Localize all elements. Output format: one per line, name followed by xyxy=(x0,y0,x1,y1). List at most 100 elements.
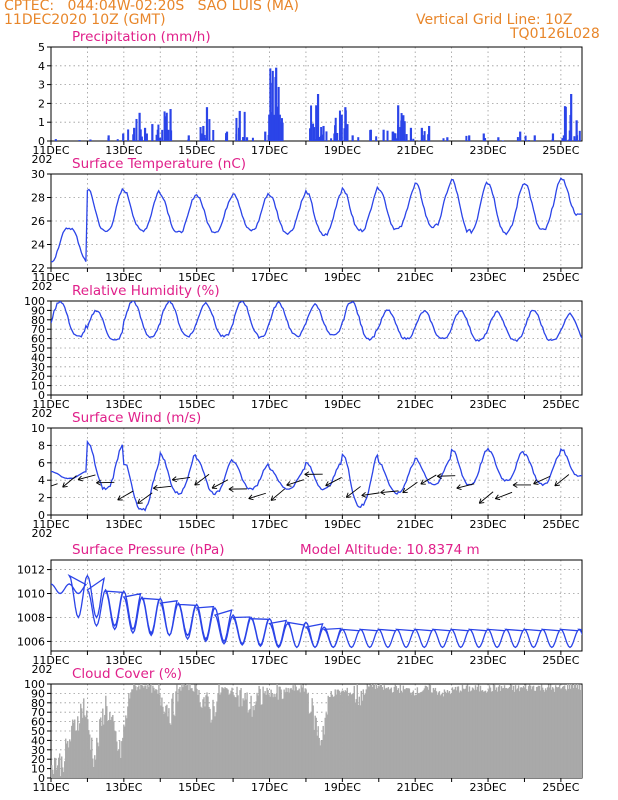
header-grid-line: Vertical Grid Line: 10Z xyxy=(416,12,573,28)
cloud-bar xyxy=(254,704,256,778)
cloud-bar xyxy=(573,684,576,778)
cloud-bar xyxy=(222,687,224,778)
cloud-bar xyxy=(310,711,312,778)
cloud-bar xyxy=(158,684,160,778)
cloud-bar xyxy=(297,690,299,778)
cloud-bar xyxy=(270,689,272,778)
cloud-bar xyxy=(435,691,438,778)
cloud-bar xyxy=(501,688,504,778)
cloud-bar xyxy=(515,689,518,778)
y-tick-label: 20 xyxy=(31,370,45,383)
cloud-bar xyxy=(450,692,453,778)
precip-bar xyxy=(446,137,449,141)
cloud-bar xyxy=(536,686,539,778)
cloud-bar xyxy=(493,685,496,778)
y-tick-label: 30 xyxy=(31,168,45,181)
cloud-bar xyxy=(344,690,346,778)
cloud-bar xyxy=(281,699,283,778)
precip-bar xyxy=(320,127,323,141)
cloud-bar xyxy=(333,696,335,778)
cloud-bar xyxy=(556,687,559,778)
wind-vector-head xyxy=(211,483,216,489)
cloud-bar xyxy=(113,721,115,778)
cloud-bar xyxy=(385,687,388,778)
cloud-bar xyxy=(184,684,186,778)
cloud-bar xyxy=(552,688,555,778)
cloud-bar xyxy=(114,731,116,778)
cloud-bar xyxy=(173,714,175,778)
precip-bar xyxy=(107,137,110,141)
precip-bar xyxy=(242,137,245,141)
cloud-bar xyxy=(408,688,411,778)
precip-bar xyxy=(312,123,315,141)
cloud-bar xyxy=(140,684,142,778)
cloud-bar xyxy=(199,702,201,778)
cloud-bar xyxy=(371,686,374,778)
cloud-bar xyxy=(304,688,306,778)
y-tick-label: 0 xyxy=(38,772,45,785)
x-tick-label: 17DEC xyxy=(251,271,288,284)
precip-bar xyxy=(397,105,400,141)
cloud-bar xyxy=(455,690,458,778)
precip-bar xyxy=(369,130,372,141)
cloud-bar xyxy=(430,692,433,778)
cloud-bar xyxy=(451,687,454,778)
wind-vector-head xyxy=(96,482,101,486)
cloud-bar xyxy=(280,689,282,778)
cloud-bar xyxy=(144,685,146,778)
precip-bar xyxy=(161,129,164,141)
cloud-bar xyxy=(180,690,182,778)
y-tick-label: 24 xyxy=(31,239,45,252)
precip-bar xyxy=(268,114,271,141)
series-3 xyxy=(51,301,582,343)
wind-vector-head xyxy=(456,487,462,491)
cloud-bar xyxy=(418,693,421,778)
x-tick-label: 21DEC xyxy=(397,271,434,284)
y-tick-label: 10 xyxy=(31,422,45,435)
y-tick-label: 3 xyxy=(38,79,45,92)
precip-bar xyxy=(357,137,360,141)
series-line xyxy=(51,574,582,649)
cloud-bar xyxy=(503,685,506,778)
cloud-bar xyxy=(396,690,399,778)
precip-bar xyxy=(344,110,347,141)
cloud-bar xyxy=(474,685,477,778)
precip-bar xyxy=(78,140,81,141)
cloud-bar xyxy=(243,700,245,778)
cloud-bar xyxy=(263,693,265,778)
cloud-bar xyxy=(549,684,552,778)
cloud-bar xyxy=(162,706,164,778)
cloud-bar xyxy=(427,689,430,778)
cloud-bar xyxy=(188,690,190,778)
precip-bar xyxy=(402,137,405,141)
cloud-bar xyxy=(225,688,227,778)
x-tick-label: 19DEC xyxy=(324,398,361,411)
cloud-bar xyxy=(555,686,558,778)
cloud-bar xyxy=(97,742,99,778)
x-tick-label: 23DEC xyxy=(469,398,506,411)
cloud-bar xyxy=(438,691,441,778)
cloud-bar xyxy=(340,691,342,778)
wind-vector-head xyxy=(361,495,367,498)
y-tick-label: 1010 xyxy=(17,588,45,601)
cloud-bar xyxy=(336,689,338,778)
precip-bar xyxy=(276,106,279,141)
cloud-bar xyxy=(267,690,269,778)
cloud-bar xyxy=(141,684,143,778)
cloud-bar xyxy=(253,710,255,778)
cloud-bar xyxy=(447,692,450,778)
panel-2 xyxy=(47,173,583,272)
x-tick-label: 15DEC xyxy=(178,398,215,411)
wind-vector xyxy=(420,474,437,485)
cloud-bar xyxy=(63,772,65,778)
cloud-bar xyxy=(131,689,133,778)
precip-bar xyxy=(205,107,209,141)
wind-vector-head xyxy=(194,484,200,486)
cloud-bar xyxy=(289,688,291,778)
cloud-bar xyxy=(216,701,218,778)
cloud-bar xyxy=(580,684,582,778)
cloud-bar xyxy=(103,724,105,778)
cloud-bar xyxy=(381,687,384,778)
x-tick-label: 11DEC xyxy=(32,654,69,667)
cloud-bar xyxy=(268,694,270,778)
